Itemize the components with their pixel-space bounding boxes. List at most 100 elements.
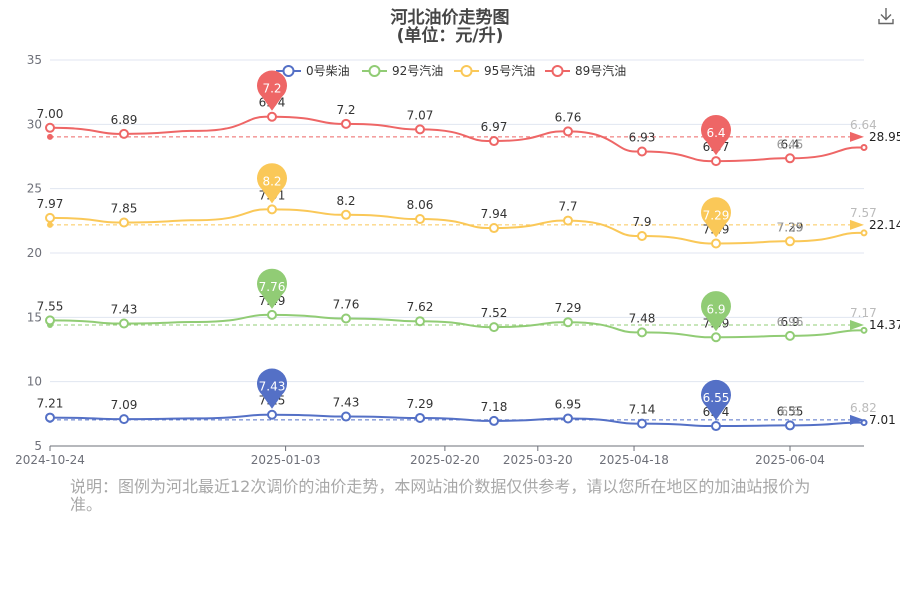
data-point: [45, 122, 55, 133]
data-label: 8.06: [407, 198, 434, 212]
data-label: 7.55: [37, 299, 64, 313]
disclaimer-note: 说明：图例为河北最近12次调价的油价走势，本网站油价数据仅供参考，请以您所在地区…: [70, 477, 811, 514]
average-arrow: [850, 414, 864, 425]
pin-label: 6.9: [706, 302, 725, 316]
average-start-dot: [47, 133, 53, 140]
pin-marker: [257, 368, 287, 409]
pin-marker: [257, 268, 287, 309]
data-label: 7.2: [336, 103, 355, 117]
data-point: [45, 315, 55, 326]
pin-label: 7.76: [259, 280, 286, 294]
data-point: [119, 318, 129, 329]
data-label: 7.29: [407, 397, 434, 411]
data-point: [637, 231, 647, 242]
data-point: [489, 223, 499, 234]
pin-marker: [257, 70, 287, 111]
legend-marker: [551, 65, 564, 77]
data-label: 7.52: [481, 306, 508, 320]
legend-label: 92号汽油: [392, 63, 443, 78]
x-tick-label: 2025-02-20: [410, 453, 480, 467]
data-point: [341, 313, 351, 324]
series-line: [49, 115, 864, 163]
data-point: [415, 214, 425, 225]
download-icon[interactable]: [876, 6, 896, 26]
x-tick-label: 2025-01-03: [251, 453, 321, 467]
data-label: 6.95: [555, 397, 582, 411]
series-line: [49, 208, 864, 245]
data-point: [119, 128, 129, 139]
end-label: 7.57: [850, 206, 877, 220]
pin-marker: [701, 114, 732, 156]
data-point: [119, 217, 129, 228]
data-label: 7.07: [407, 108, 434, 122]
average-arrow: [850, 320, 864, 331]
average-arrow: [850, 219, 864, 230]
data-label: 6.55: [777, 404, 804, 418]
data-point: [785, 236, 795, 247]
pin-label: 8.2: [262, 174, 281, 188]
x-tick-label: 2025-03-20: [503, 453, 573, 467]
data-label: 7.43: [111, 303, 138, 317]
data-point: [785, 330, 795, 341]
data-label: 7.29: [555, 301, 582, 315]
data-label: 7.14: [629, 403, 656, 417]
data-point: [267, 204, 277, 215]
data-point: [119, 414, 129, 425]
data-label: 6.76: [555, 110, 582, 124]
pin-label: 6.4: [706, 126, 725, 140]
data-label: 6.89: [111, 113, 138, 127]
data-point: [711, 421, 721, 432]
pin-label: 7.29: [703, 208, 730, 222]
x-tick-label: 2025-06-04: [755, 453, 825, 467]
data-point: [860, 143, 868, 151]
data-label: 7.62: [407, 300, 434, 314]
end-value: 22.14: [869, 218, 900, 232]
data-label: 6.96: [777, 315, 804, 329]
data-point: [860, 419, 868, 427]
y-tick-label: 30: [27, 117, 42, 131]
data-point: [341, 118, 351, 129]
data-point: [267, 111, 277, 122]
average-arrow: [850, 131, 864, 142]
data-label: 7.7: [558, 200, 577, 214]
chart-title: 河北油价走势图: [390, 8, 510, 28]
y-tick-label: 35: [27, 53, 42, 67]
data-point: [637, 146, 647, 157]
pin-marker: [701, 197, 732, 238]
data-point: [489, 322, 499, 333]
pin-marker: [257, 163, 287, 204]
data-label: 7.9: [632, 215, 651, 229]
legend-label: 95号汽油: [484, 63, 535, 78]
data-point: [267, 409, 277, 420]
end-value: 28.95: [869, 130, 900, 144]
y-tick-label: 10: [27, 375, 42, 389]
data-point: [415, 412, 425, 423]
data-point: [267, 309, 277, 320]
data-label: 7.35: [777, 220, 804, 234]
pin-label: 7.43: [259, 380, 286, 394]
data-label: 6.45: [777, 137, 804, 151]
data-point: [563, 126, 573, 137]
pin-marker: [701, 379, 732, 421]
y-tick-label: 25: [27, 182, 42, 196]
data-point: [415, 124, 425, 135]
data-point: [341, 411, 351, 422]
data-point: [45, 412, 55, 423]
data-point: [489, 136, 499, 147]
data-point: [637, 418, 647, 429]
data-point: [711, 238, 721, 249]
average-start-dot: [47, 221, 53, 228]
data-label: 8.2: [336, 194, 355, 208]
y-tick-label: 20: [27, 246, 42, 260]
end-label: 6.82: [850, 401, 877, 415]
data-point: [860, 326, 868, 334]
data-point: [785, 153, 795, 164]
end-label: 7.17: [850, 306, 877, 320]
data-point: [563, 215, 573, 226]
data-label: 6.97: [481, 120, 508, 134]
data-label: 6.6: [780, 404, 799, 418]
end-label: 6.64: [850, 118, 877, 132]
data-label: 7.18: [481, 400, 508, 414]
